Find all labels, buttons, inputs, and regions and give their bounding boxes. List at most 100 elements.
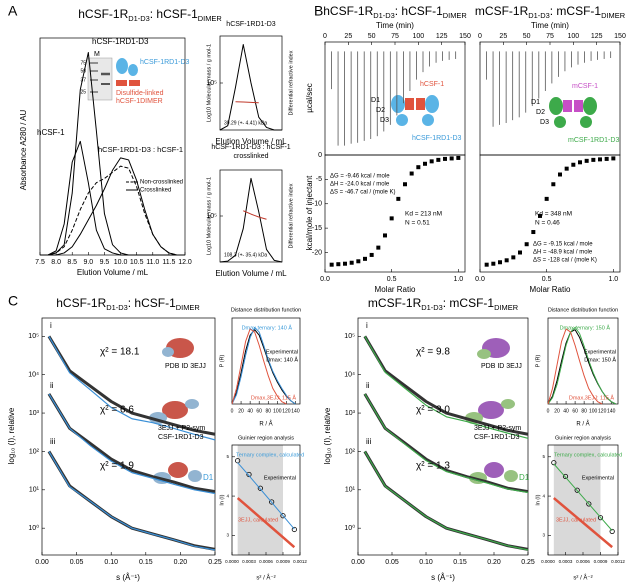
x-tick-label: 0.25 [208, 559, 222, 566]
receptor-icon [128, 64, 138, 76]
annotation: D3 [540, 119, 549, 126]
x-tick-label: 0 [323, 33, 327, 40]
annotation: ΔH = -48.9 kcal / mole [533, 250, 593, 256]
data-point [562, 473, 569, 480]
x-tick-label: 0.0012 [293, 559, 307, 564]
title-subscript: DIMER [601, 11, 626, 20]
x-tick-label: 0.25 [521, 559, 535, 566]
y-tick-label: 10³ [29, 410, 40, 417]
gel-marker: 75 [80, 60, 86, 66]
annotation: ΔS = -46.7 cal / (mole K) [330, 190, 396, 196]
annotation: Dmax: 150 Å [584, 356, 616, 363]
x-tick-label: 25 [499, 33, 507, 40]
annotation: 39.29 (+- 4.41) kDa [224, 120, 267, 126]
x-tick-label: 60 [256, 408, 262, 414]
data-point [586, 501, 592, 507]
x-axis-label: Molar Ratio [530, 285, 571, 294]
x-axis-label: R / Å [259, 421, 272, 428]
annotation: hCSF-1 [420, 81, 444, 88]
series-line [547, 326, 616, 405]
annotation: χ² = 18.1 [100, 347, 140, 358]
title-subscript: DIMER [176, 303, 201, 312]
panel-label: C [8, 293, 18, 309]
data-point [597, 515, 604, 521]
x-tick-label: 0.0006 [259, 559, 273, 564]
gel-protein-label: hCSF-1RD1-D3 [140, 59, 190, 66]
x-axis-label: Elution Volume / mL [77, 268, 149, 277]
y-axis-label: log₁₀ (I), relative [323, 407, 332, 464]
x-tick-label: 40 [563, 408, 569, 414]
y-tick-label: 4 [542, 493, 545, 498]
series-line [40, 140, 185, 256]
annotation: Ternary complex, calculated [554, 452, 622, 458]
x-tick-label: 0.5 [387, 276, 397, 283]
data-point [449, 156, 454, 161]
series-line [364, 451, 529, 551]
y-tick-label: 10² [29, 448, 40, 455]
y-axis-label: P (R) [219, 354, 225, 367]
x-axis-label: Elution Volume / mL [215, 137, 287, 146]
x-tick-label: 0.10 [419, 559, 433, 566]
x-tick-label: 25 [344, 33, 352, 40]
title-part: hCSF-1R [78, 7, 128, 21]
x-tick-label: 60 [572, 408, 578, 414]
series-line [231, 329, 296, 405]
x-tick-label: 100 [567, 33, 579, 40]
series-line [231, 328, 287, 405]
data-point [443, 156, 447, 161]
annotation: D2 [376, 107, 385, 114]
x-tick-label: 0.5 [542, 276, 552, 283]
data-point [611, 156, 616, 161]
y-tick-label: -5 [316, 176, 322, 183]
x-tick-label: 120 [598, 408, 607, 414]
y-tick-label: 10⁵ [206, 80, 217, 87]
annotation: PDB ID 3EJJ [165, 363, 206, 370]
title-subscript: D1-D3 [528, 11, 550, 20]
x-tick-label: 0.00 [35, 559, 49, 566]
y-axis-label: P (R) [535, 354, 541, 367]
series-line [231, 326, 296, 405]
gel-lane-label: M [94, 51, 100, 58]
x-tick-label: 20 [554, 408, 560, 414]
title-subscript: D1-D3 [128, 14, 150, 23]
annotation: Dmax,ternary: 150 Å [560, 324, 611, 331]
complex-cartoon [549, 97, 597, 128]
x-tick-label: 10.5 [130, 259, 144, 266]
x-axis-label: Time (min) [376, 21, 414, 30]
y-axis-label: Log10 Molecular mass / g mol-1 [206, 44, 212, 122]
shaded-region [553, 445, 601, 555]
data-point [291, 526, 297, 533]
x-tick-label: 0.15 [139, 559, 153, 566]
data-point [491, 261, 496, 266]
x-tick-label: 100 [412, 33, 424, 40]
gel-dimer-label: hCSF-1DIMER [116, 98, 163, 105]
title-part: : hCSF-1 [150, 7, 198, 21]
x-axis-label: R / Å [576, 421, 589, 428]
annotation: χ² = 1.3 [416, 461, 450, 472]
data-point [383, 233, 387, 238]
x-tick-label: 0.05 [70, 559, 84, 566]
annotation: D1 [371, 97, 380, 104]
data-point [484, 262, 489, 267]
y-axis-label: Log10 Molecular mass / g mol-1 [206, 177, 212, 255]
panel-label: B [314, 3, 323, 19]
chart-title: mCSF-1RD1-D3: mCSF-1DIMER [475, 4, 626, 20]
data-point [436, 157, 441, 162]
data-point [609, 528, 615, 535]
plot-frame [41, 317, 216, 556]
title-part: : mCSF-1 [443, 296, 495, 310]
x-axis-label: Molar Ratio [375, 285, 416, 294]
annotation: mCSF-1RD1-D3 [568, 137, 619, 144]
legend-label: Crosslinked [140, 188, 171, 194]
series-line [40, 165, 185, 256]
gel [87, 57, 113, 101]
x-tick-label: 75 [391, 33, 399, 40]
x-tick-label: 0.0000 [541, 559, 555, 564]
annotation: 108.3 (+- 35.4) kDa [224, 252, 267, 258]
x-tick-label: 0.0000 [225, 559, 239, 564]
x-tick-label: 8.0 [51, 259, 61, 266]
data-point [269, 499, 275, 505]
title-part: : hCSF-1 [128, 296, 176, 310]
annotation: D1 [203, 473, 214, 482]
series-label: hCSF-1 [37, 128, 65, 137]
